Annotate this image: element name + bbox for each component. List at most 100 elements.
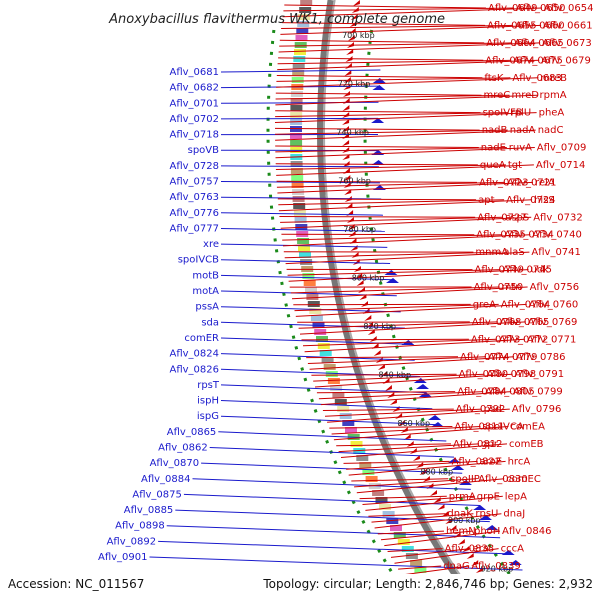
feature-block (290, 133, 302, 139)
forward-gene-arrow (361, 301, 368, 307)
right-gene-label: Aflv_0839 (471, 561, 521, 572)
right-gene-label: mreC (484, 90, 511, 101)
left-leader-line (220, 196, 382, 200)
right-gene-label: mreD (512, 90, 540, 101)
left-leader-line (218, 431, 447, 442)
reverse-gene-arrow (386, 278, 399, 283)
right-leader-line (275, 92, 482, 96)
feature-block (292, 63, 305, 69)
left-leader-line (220, 259, 391, 264)
feature-block (298, 245, 310, 251)
right-gene-label: Aflv_0769 (528, 317, 578, 328)
outer-dotted-ring (363, 29, 529, 599)
feature-block (365, 476, 378, 482)
left-gene-label: Aflv_0757 (169, 177, 219, 188)
feature-block (345, 427, 357, 433)
right-leader-line (371, 513, 474, 523)
left-leader-line (220, 243, 388, 248)
reverse-gene-arrow (416, 384, 429, 389)
kbp-tick-label: 820 kbp (363, 322, 396, 331)
right-leader-line (398, 565, 442, 570)
right-leader-line (314, 373, 513, 388)
right-leader-line (302, 338, 497, 347)
feature-block (306, 294, 319, 300)
right-leader-line (282, 7, 543, 18)
feature-block (356, 455, 369, 461)
right-leader-line (384, 530, 501, 547)
left-leader-line (158, 540, 512, 555)
forward-gene-arrow (437, 504, 445, 510)
forward-gene-arrow (466, 553, 474, 559)
right-leader-line (394, 548, 499, 564)
right-gene-label: relA (535, 177, 555, 188)
left-gene-label: pssA (195, 302, 219, 313)
forward-gene-arrow (389, 399, 397, 405)
feature-block (296, 28, 309, 34)
right-gene-label: cccA (501, 544, 524, 555)
kbp-tick-label: 900 kbp (448, 516, 481, 525)
right-gene-label: Aflv_0812 (453, 439, 503, 450)
right-leader-line (281, 233, 475, 236)
right-leader-line (338, 443, 480, 453)
right-leader-line (285, 251, 530, 265)
right-gene-label: hisS (534, 195, 555, 206)
left-gene-label: rpsT (197, 380, 220, 391)
right-leader-line (294, 303, 499, 312)
feature-block (337, 406, 350, 412)
feature-block (300, 0, 313, 6)
left-gene-label: Aflv_0898 (115, 521, 165, 532)
left-leader-line (220, 384, 427, 394)
feature-block (321, 357, 334, 363)
kbp-tick-label: 920 kbp (481, 565, 514, 574)
feature-block (307, 301, 320, 307)
left-gene-label: ispH (197, 396, 219, 407)
right-gene-label: rpmA (540, 90, 567, 101)
right-gene-label: nadA (510, 125, 536, 136)
right-gene-label: Aflv_0734 (504, 230, 554, 241)
right-gene-label: Aflv_0714 (536, 160, 586, 171)
right-gene-label: Aflv_0756 (530, 282, 580, 293)
left-leader-line (220, 181, 380, 184)
forward-gene-arrow (344, 70, 352, 76)
right-leader-line (275, 145, 479, 148)
right-gene-label: Aflv_0765 (500, 317, 550, 328)
right-leader-line (320, 391, 512, 406)
right-leader-line (318, 391, 484, 400)
right-leader-line (282, 234, 531, 247)
right-leader-line (276, 164, 534, 176)
kbp-tick-label: 760 kbp (338, 177, 371, 186)
left-gene-label: Aflv_0681 (169, 67, 219, 78)
feature-block (299, 252, 311, 258)
right-gene-label: Aflv_0673 (542, 38, 592, 49)
right-gene-label: Aflv_0799 (513, 387, 563, 398)
left-gene-label: Aflv_0777 (169, 224, 219, 235)
right-gene-label: Aflv_0675 (513, 55, 563, 66)
right-leader-line (309, 356, 515, 370)
reverse-gene-arrow (371, 160, 385, 165)
left-gene-label: Aflv_0824 (169, 349, 219, 360)
right-gene-label: Aflv_0679 (541, 55, 591, 66)
feature-block (290, 98, 303, 104)
feature-block (397, 539, 410, 545)
gene-labels: Aflv_0681 Aflv_0682 Aflv_0701 Aflv_0702 Aflv… (98, 3, 594, 572)
right-leader-line (278, 42, 541, 53)
footer-background (0, 574, 600, 600)
right-leader-line (307, 356, 487, 364)
feature-block (330, 385, 343, 391)
right-gene-label: prmA (449, 491, 476, 502)
feature-block (291, 175, 304, 181)
reverse-gene-arrow (372, 78, 386, 83)
left-gene-label: Aflv_0865 (167, 427, 217, 438)
feature-block (310, 315, 323, 321)
accession-text: Accession: NC_011567 (8, 577, 144, 591)
right-leader-line (340, 443, 508, 458)
right-gene-label: Aflv_0665 (514, 38, 564, 49)
right-gene-label: Aflv_0655 (487, 20, 537, 31)
topology-text: Topology: circular; Length: 2,846,746 bp… (262, 577, 593, 591)
left-gene-label: Aflv_0682 (169, 83, 219, 94)
forward-gene-arrow (358, 287, 365, 293)
genome-rings (266, 0, 529, 600)
left-leader-line (192, 478, 471, 490)
right-gene-label: nadE (481, 143, 506, 154)
right-gene-label: Aflv_0771 (527, 334, 577, 345)
